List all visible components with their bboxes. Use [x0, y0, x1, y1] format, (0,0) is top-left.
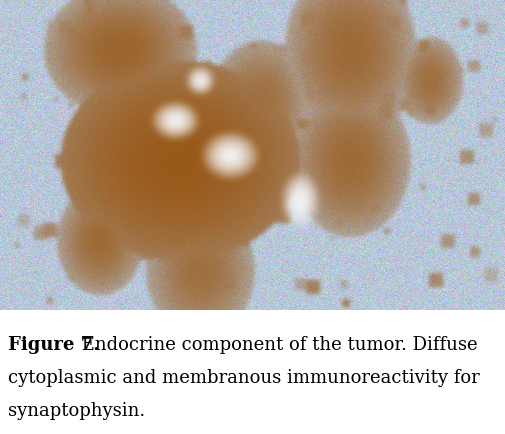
- Text: cytoplasmic and membranous immunoreactivity for: cytoplasmic and membranous immunoreactiv…: [8, 369, 479, 387]
- Text: Figure 7.: Figure 7.: [8, 336, 99, 354]
- Text: synaptophysin.: synaptophysin.: [8, 402, 145, 420]
- Text: Endocrine component of the tumor. Diffuse: Endocrine component of the tumor. Diffus…: [76, 336, 477, 354]
